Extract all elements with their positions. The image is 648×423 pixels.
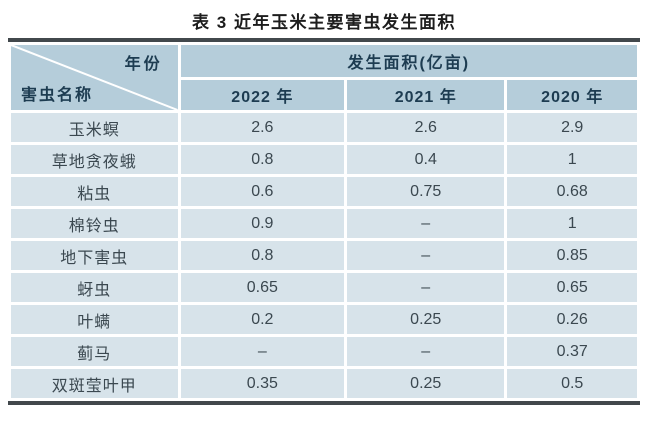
value-cell: – bbox=[347, 337, 505, 366]
header-row-years: 2022 年 2021 年 2020 年 bbox=[11, 80, 637, 110]
value-cell: 0.8 bbox=[180, 241, 345, 270]
corner-label-pest-name: 害虫名称 bbox=[21, 87, 94, 104]
value-cell: 0.25 bbox=[347, 305, 505, 334]
table-header: 年份 害虫名称 发生面积(亿亩) 2022 年 2021 年 2020 年 bbox=[11, 45, 637, 110]
table-row: 双斑莹叶甲 0.35 0.25 0.5 bbox=[11, 369, 637, 398]
table-row: 棉铃虫 0.9 – 1 bbox=[11, 209, 637, 238]
pest-name-cell: 叶螨 bbox=[11, 305, 178, 334]
value-cell: 2.6 bbox=[347, 113, 505, 142]
occurrence-area-header: 发生面积(亿亩) bbox=[180, 45, 637, 77]
value-cell: 0.4 bbox=[347, 145, 505, 174]
pest-name-cell: 草地贪夜蛾 bbox=[11, 145, 178, 174]
header-row-span: 年份 害虫名称 发生面积(亿亩) bbox=[11, 45, 637, 110]
value-cell: 0.68 bbox=[507, 177, 637, 206]
table-row: 蓟马 – – 0.37 bbox=[11, 337, 637, 366]
value-cell: 0.65 bbox=[180, 273, 345, 302]
value-cell: 0.9 bbox=[180, 209, 345, 238]
value-cell: 0.35 bbox=[180, 369, 345, 398]
value-cell: – bbox=[180, 337, 345, 366]
year-header-2020: 2020 年 bbox=[507, 80, 637, 110]
pest-name-cell: 蓟马 bbox=[11, 337, 178, 366]
value-cell: 0.37 bbox=[507, 337, 637, 366]
diagonal-divider-line bbox=[11, 45, 178, 110]
corner-label-year: 年份 bbox=[124, 56, 163, 73]
value-cell: 0.85 bbox=[507, 241, 637, 270]
value-cell: 0.2 bbox=[180, 305, 345, 334]
value-cell: 0.26 bbox=[507, 305, 637, 334]
year-header-2021: 2021 年 bbox=[347, 80, 505, 110]
value-cell: 0.5 bbox=[507, 369, 637, 398]
value-cell: 0.8 bbox=[180, 145, 345, 174]
pest-name-cell: 玉米螟 bbox=[11, 113, 178, 142]
table-body: 玉米螟 2.6 2.6 2.9 草地贪夜蛾 0.8 0.4 1 粘虫 0.6 0… bbox=[11, 113, 637, 398]
pest-name-cell: 粘虫 bbox=[11, 177, 178, 206]
table-row: 粘虫 0.6 0.75 0.68 bbox=[11, 177, 637, 206]
value-cell: 2.9 bbox=[507, 113, 637, 142]
year-header-2022: 2022 年 bbox=[180, 80, 345, 110]
corner-header-cell: 年份 害虫名称 bbox=[11, 45, 178, 110]
value-cell: – bbox=[347, 241, 505, 270]
table-title: 表 3 近年玉米主要害虫发生面积 bbox=[192, 13, 456, 32]
value-cell: 0.65 bbox=[507, 273, 637, 302]
table-row: 玉米螟 2.6 2.6 2.9 bbox=[11, 113, 637, 142]
value-cell: – bbox=[347, 273, 505, 302]
value-cell: 0.75 bbox=[347, 177, 505, 206]
value-cell: 1 bbox=[507, 145, 637, 174]
value-cell: 2.6 bbox=[180, 113, 345, 142]
pest-name-cell: 蚜虫 bbox=[11, 273, 178, 302]
value-cell: 0.25 bbox=[347, 369, 505, 398]
value-cell: – bbox=[347, 209, 505, 238]
pest-occurrence-table: 年份 害虫名称 发生面积(亿亩) 2022 年 2021 年 2020 年 玉米… bbox=[8, 38, 640, 405]
value-cell: 0.6 bbox=[180, 177, 345, 206]
table-row: 蚜虫 0.65 – 0.65 bbox=[11, 273, 637, 302]
pest-name-cell: 地下害虫 bbox=[11, 241, 178, 270]
table-row: 地下害虫 0.8 – 0.85 bbox=[11, 241, 637, 270]
value-cell: 1 bbox=[507, 209, 637, 238]
table-row: 草地贪夜蛾 0.8 0.4 1 bbox=[11, 145, 637, 174]
table-row: 叶螨 0.2 0.25 0.26 bbox=[11, 305, 637, 334]
pest-name-cell: 棉铃虫 bbox=[11, 209, 178, 238]
pest-name-cell: 双斑莹叶甲 bbox=[11, 369, 178, 398]
